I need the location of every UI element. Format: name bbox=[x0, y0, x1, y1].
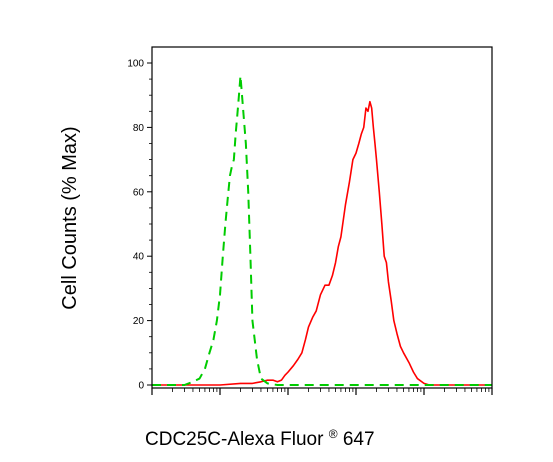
y-tick-label: 20 bbox=[133, 316, 145, 327]
y-tick-label: 60 bbox=[133, 187, 145, 198]
y-tick-label: 40 bbox=[133, 252, 145, 263]
series-line-control bbox=[152, 74, 492, 386]
x-axis-title-superscript: ® bbox=[329, 427, 338, 441]
x-axis-title-main: CDC25C-Alexa Fluor bbox=[145, 429, 324, 450]
x-axis-title: CDC25C-Alexa Fluor ® 647 bbox=[145, 422, 375, 450]
y-axis-title: Cell Counts (% Max) bbox=[59, 126, 81, 309]
x-axis-title-suffix: 647 bbox=[343, 429, 375, 450]
series-line-sample bbox=[152, 100, 492, 386]
y-tick-label: 100 bbox=[127, 59, 144, 70]
plot-frame bbox=[151, 46, 493, 389]
axes: 0 20 40 60 80 100 bbox=[127, 46, 493, 395]
plot-area bbox=[152, 74, 492, 386]
y-tick-label: 80 bbox=[133, 123, 145, 134]
y-tick-label: 0 bbox=[138, 381, 144, 392]
